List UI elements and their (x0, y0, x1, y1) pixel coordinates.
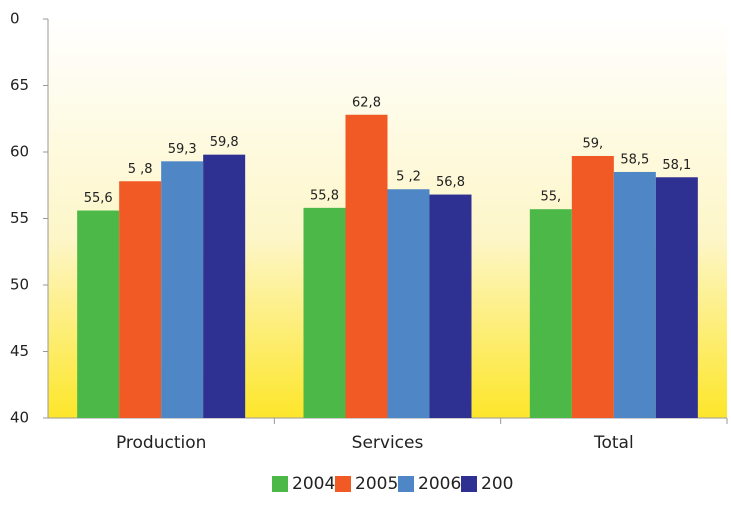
value-label: 55,8 (310, 188, 339, 203)
legend-swatch (335, 476, 351, 492)
y-tick-label: 0 (10, 10, 20, 28)
value-label: 5 ,2 (396, 170, 421, 185)
legend-label: 2004 (292, 474, 335, 494)
value-label: 58,1 (662, 158, 691, 173)
legend-label: 2005 (355, 474, 398, 494)
bar (387, 189, 430, 418)
bar (161, 161, 204, 418)
bar (203, 154, 246, 418)
bar (429, 194, 472, 418)
y-tick-label: 65 (10, 76, 29, 94)
value-label: 59,8 (210, 135, 239, 150)
bar (571, 155, 614, 419)
legend-label: 200 (481, 474, 513, 494)
bar (119, 181, 162, 418)
value-label: 58,5 (620, 152, 649, 167)
bar (613, 171, 656, 418)
value-label: 56,8 (436, 175, 465, 190)
y-tick-label: 45 (10, 342, 29, 360)
value-label: 55,6 (84, 191, 113, 206)
legend-swatch (398, 476, 414, 492)
bar (655, 177, 698, 418)
x-tick-label: Total (593, 433, 634, 453)
y-tick-label: 40 (10, 409, 29, 427)
x-tick-label: Production (116, 433, 206, 453)
y-tick-label: 50 (10, 276, 29, 294)
value-label: 5 ,8 (128, 162, 153, 177)
y-tick-label: 60 (10, 143, 29, 161)
legend-swatch (272, 476, 288, 492)
x-tick-label: Services (352, 433, 424, 453)
value-label: 59,3 (168, 142, 197, 157)
legend-swatch (461, 476, 477, 492)
value-label: 59, (582, 136, 603, 151)
y-tick-label: 55 (10, 209, 29, 227)
value-label: 55, (540, 190, 561, 205)
value-label: 62,8 (352, 95, 381, 110)
bar (303, 207, 346, 418)
legend-label: 2006 (418, 474, 461, 494)
bar (77, 210, 120, 418)
bar (529, 209, 572, 418)
bar (345, 114, 388, 418)
